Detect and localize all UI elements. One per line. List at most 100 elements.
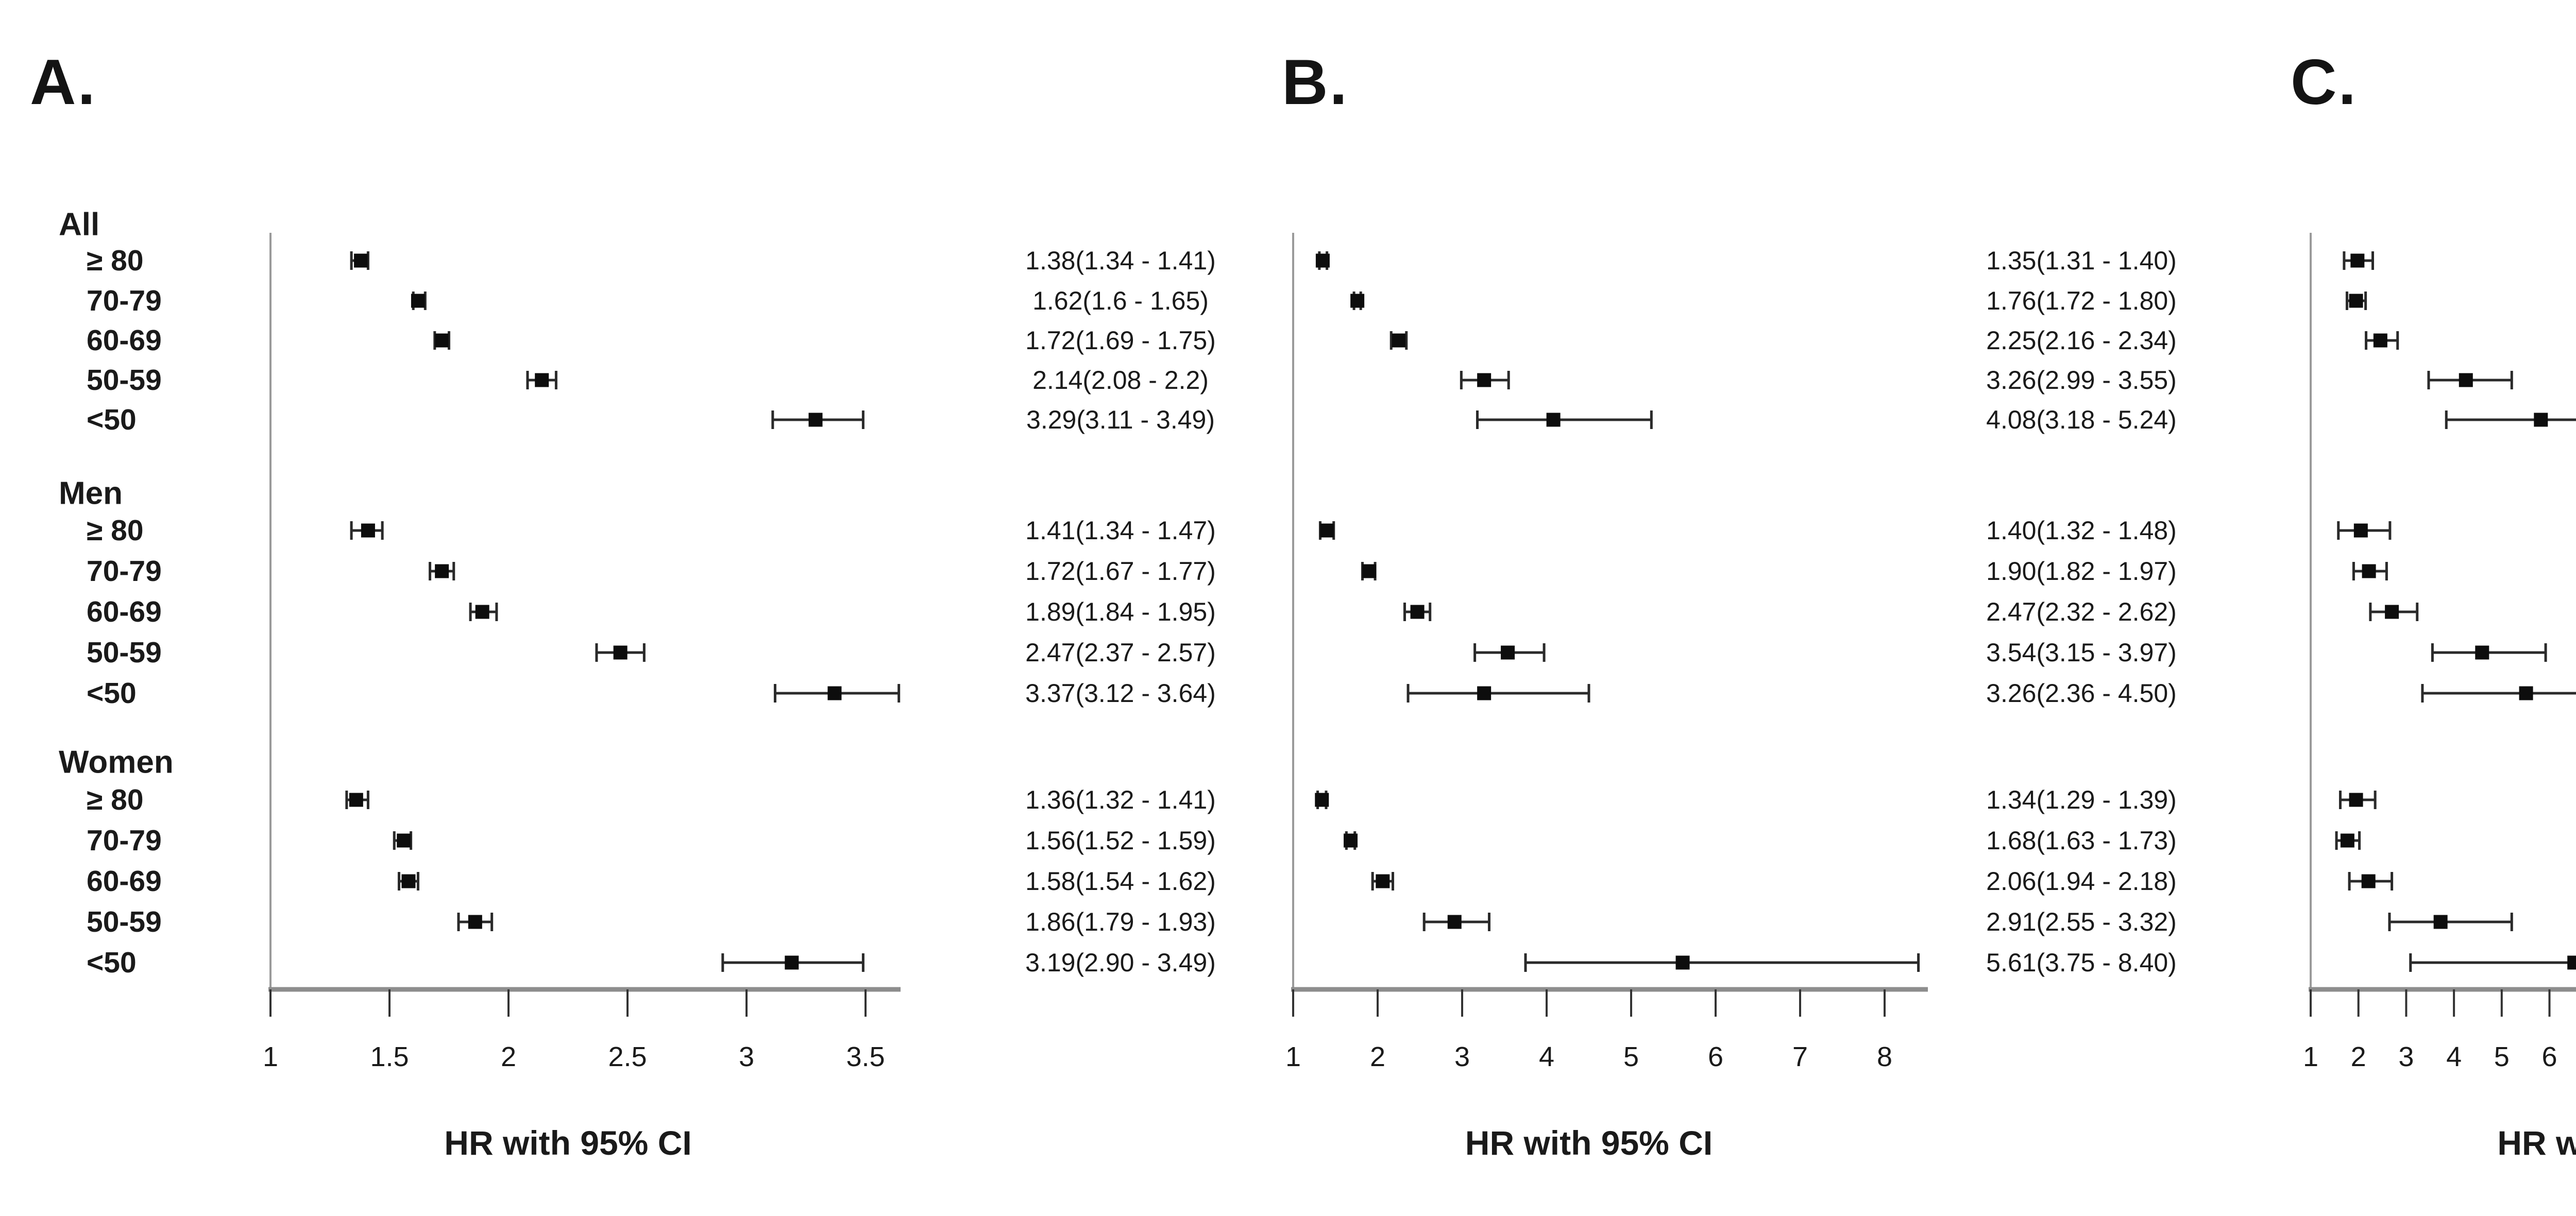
hr-ci-value-label: 1.41(1.34 - 1.47) [1025, 516, 1216, 545]
age-group-label: 70-79 [87, 555, 162, 588]
x-tick-label: 5 [1623, 1041, 1639, 1072]
x-tick-label: 3 [2398, 1041, 2414, 1072]
hr-point-marker [2349, 793, 2363, 807]
panel-a-title: A. [30, 47, 97, 118]
hr-ci-value-label: 3.26(2.36 - 4.50) [1986, 679, 2177, 708]
hr-point-marker [435, 564, 449, 578]
x-tick-label: 3 [1454, 1041, 1470, 1072]
hr-point-marker [2475, 645, 2489, 660]
hr-point-marker [1675, 955, 1690, 970]
hr-point-marker [1447, 915, 1462, 929]
age-group-label: 50-59 [87, 636, 162, 669]
age-group-label: 60-69 [87, 865, 162, 898]
x-tick-label: 2 [1370, 1041, 1385, 1072]
hr-ci-value-label: 1.86(1.79 - 1.93) [1025, 907, 1216, 936]
x-tick-label: 2.5 [608, 1041, 647, 1072]
age-group-label: <50 [87, 946, 137, 979]
hr-point-marker [785, 955, 799, 970]
x-tick-label: 4 [1539, 1041, 1554, 1072]
hr-ci-value-label: 2.91(2.55 - 3.32) [1986, 907, 2177, 936]
hr-point-marker [2534, 413, 2548, 427]
age-group-label: 60-69 [87, 324, 162, 357]
hr-point-marker [613, 645, 628, 660]
x-tick-label: 1.5 [370, 1041, 409, 1072]
hr-ci-value-label: 3.37(3.12 - 3.64) [1025, 679, 1216, 708]
x-tick-label: 1 [263, 1041, 278, 1072]
x-axis-title: HR with 95% CI [1465, 1124, 1713, 1162]
hr-point-marker [401, 874, 416, 888]
x-tick-label: 1 [1285, 1041, 1301, 1072]
hr-point-marker [397, 833, 411, 848]
hr-ci-value-label: 1.62(1.6 - 1.65) [1032, 286, 1209, 315]
hr-ci-value-label: 3.26(2.99 - 3.55) [1986, 366, 2177, 395]
hr-point-marker [2567, 955, 2576, 970]
hr-point-marker [2385, 605, 2399, 619]
age-group-label: 50-59 [87, 905, 162, 938]
hr-ci-value-label: 3.19(2.90 - 3.49) [1025, 948, 1216, 977]
hr-point-marker [1410, 605, 1425, 619]
x-axis-title: HR with 95% CI [444, 1124, 691, 1162]
hr-ci-value-label: 1.34(1.29 - 1.39) [1986, 785, 2177, 814]
hr-point-marker [349, 793, 363, 807]
hr-point-marker [1501, 645, 1515, 660]
hr-ci-value-label: 1.89(1.84 - 1.95) [1025, 597, 1216, 626]
hr-ci-value-label: 2.47(2.32 - 2.62) [1986, 597, 2177, 626]
x-tick-label: 6 [2541, 1041, 2557, 1072]
hr-point-marker [1477, 373, 1492, 387]
age-group-label: 70-79 [87, 824, 162, 857]
x-tick-label: 1 [2303, 1041, 2318, 1072]
hr-point-marker [468, 915, 482, 929]
hr-point-marker [361, 523, 375, 538]
hr-ci-value-label: 2.47(2.37 - 2.57) [1025, 638, 1216, 667]
hr-point-marker [1315, 253, 1330, 268]
x-axis-title: HR with 95% CI [2497, 1124, 2576, 1162]
hr-point-marker [1546, 413, 1561, 427]
hr-point-marker [1392, 333, 1406, 348]
panel-c-title: C. [2291, 47, 2358, 118]
hr-point-marker [1344, 833, 1358, 848]
x-tick-label: 4 [2446, 1041, 2462, 1072]
age-group-label: ≥ 80 [87, 244, 144, 277]
age-group-label: 60-69 [87, 595, 162, 628]
age-group-label: 50-59 [87, 364, 162, 397]
hr-point-marker [475, 605, 489, 619]
hr-ci-value-label: 1.72(1.67 - 1.77) [1025, 557, 1216, 586]
hr-point-marker [808, 413, 823, 427]
hr-ci-value-label: 1.76(1.72 - 1.80) [1986, 286, 2177, 315]
hr-point-marker [435, 333, 449, 348]
x-tick-label: 8 [1877, 1041, 1892, 1072]
hr-point-marker [2361, 874, 2376, 888]
hr-point-marker [2362, 564, 2376, 578]
hr-ci-value-label: 2.25(2.16 - 2.34) [1986, 326, 2177, 355]
hr-ci-value-label: 2.06(1.94 - 2.18) [1986, 867, 2177, 896]
panel-b-title: B. [1282, 47, 1349, 118]
hr-ci-value-label: 1.72(1.69 - 1.75) [1025, 326, 1216, 355]
hr-point-marker [827, 686, 842, 700]
age-group-label: <50 [87, 677, 137, 710]
hr-point-marker [1320, 523, 1334, 538]
hr-ci-value-label: 1.36(1.32 - 1.41) [1025, 785, 1216, 814]
x-tick-label: 6 [1708, 1041, 1723, 1072]
hr-point-marker [2353, 523, 2368, 538]
group-header-label: Women [59, 745, 174, 780]
hr-ci-value-label: 5.61(3.75 - 8.40) [1986, 948, 2177, 977]
hr-point-marker [1477, 686, 1492, 700]
hr-ci-value-label: 4.08(3.18 - 5.24) [1986, 405, 2177, 434]
hr-ci-value-label: 2.14(2.08 - 2.2) [1032, 366, 1209, 395]
hr-ci-value-label: 1.38(1.34 - 1.41) [1025, 246, 1216, 275]
x-tick-label: 2 [2351, 1041, 2366, 1072]
hr-point-marker [1350, 294, 1365, 308]
x-tick-label: 5 [2494, 1041, 2510, 1072]
hr-ci-value-label: 1.68(1.63 - 1.73) [1986, 826, 2177, 855]
hr-point-marker [1315, 793, 1329, 807]
hr-ci-value-label: 1.58(1.54 - 1.62) [1025, 867, 1216, 896]
hr-ci-value-label: 1.56(1.52 - 1.59) [1025, 826, 1216, 855]
hr-point-marker [2340, 833, 2354, 848]
hr-ci-value-label: 3.29(3.11 - 3.49) [1026, 405, 1215, 434]
age-group-label: ≥ 80 [87, 783, 144, 816]
hr-ci-value-label: 1.40(1.32 - 1.48) [1986, 516, 2177, 545]
hr-point-marker [2459, 373, 2473, 387]
x-tick-label: 7 [1792, 1041, 1808, 1072]
